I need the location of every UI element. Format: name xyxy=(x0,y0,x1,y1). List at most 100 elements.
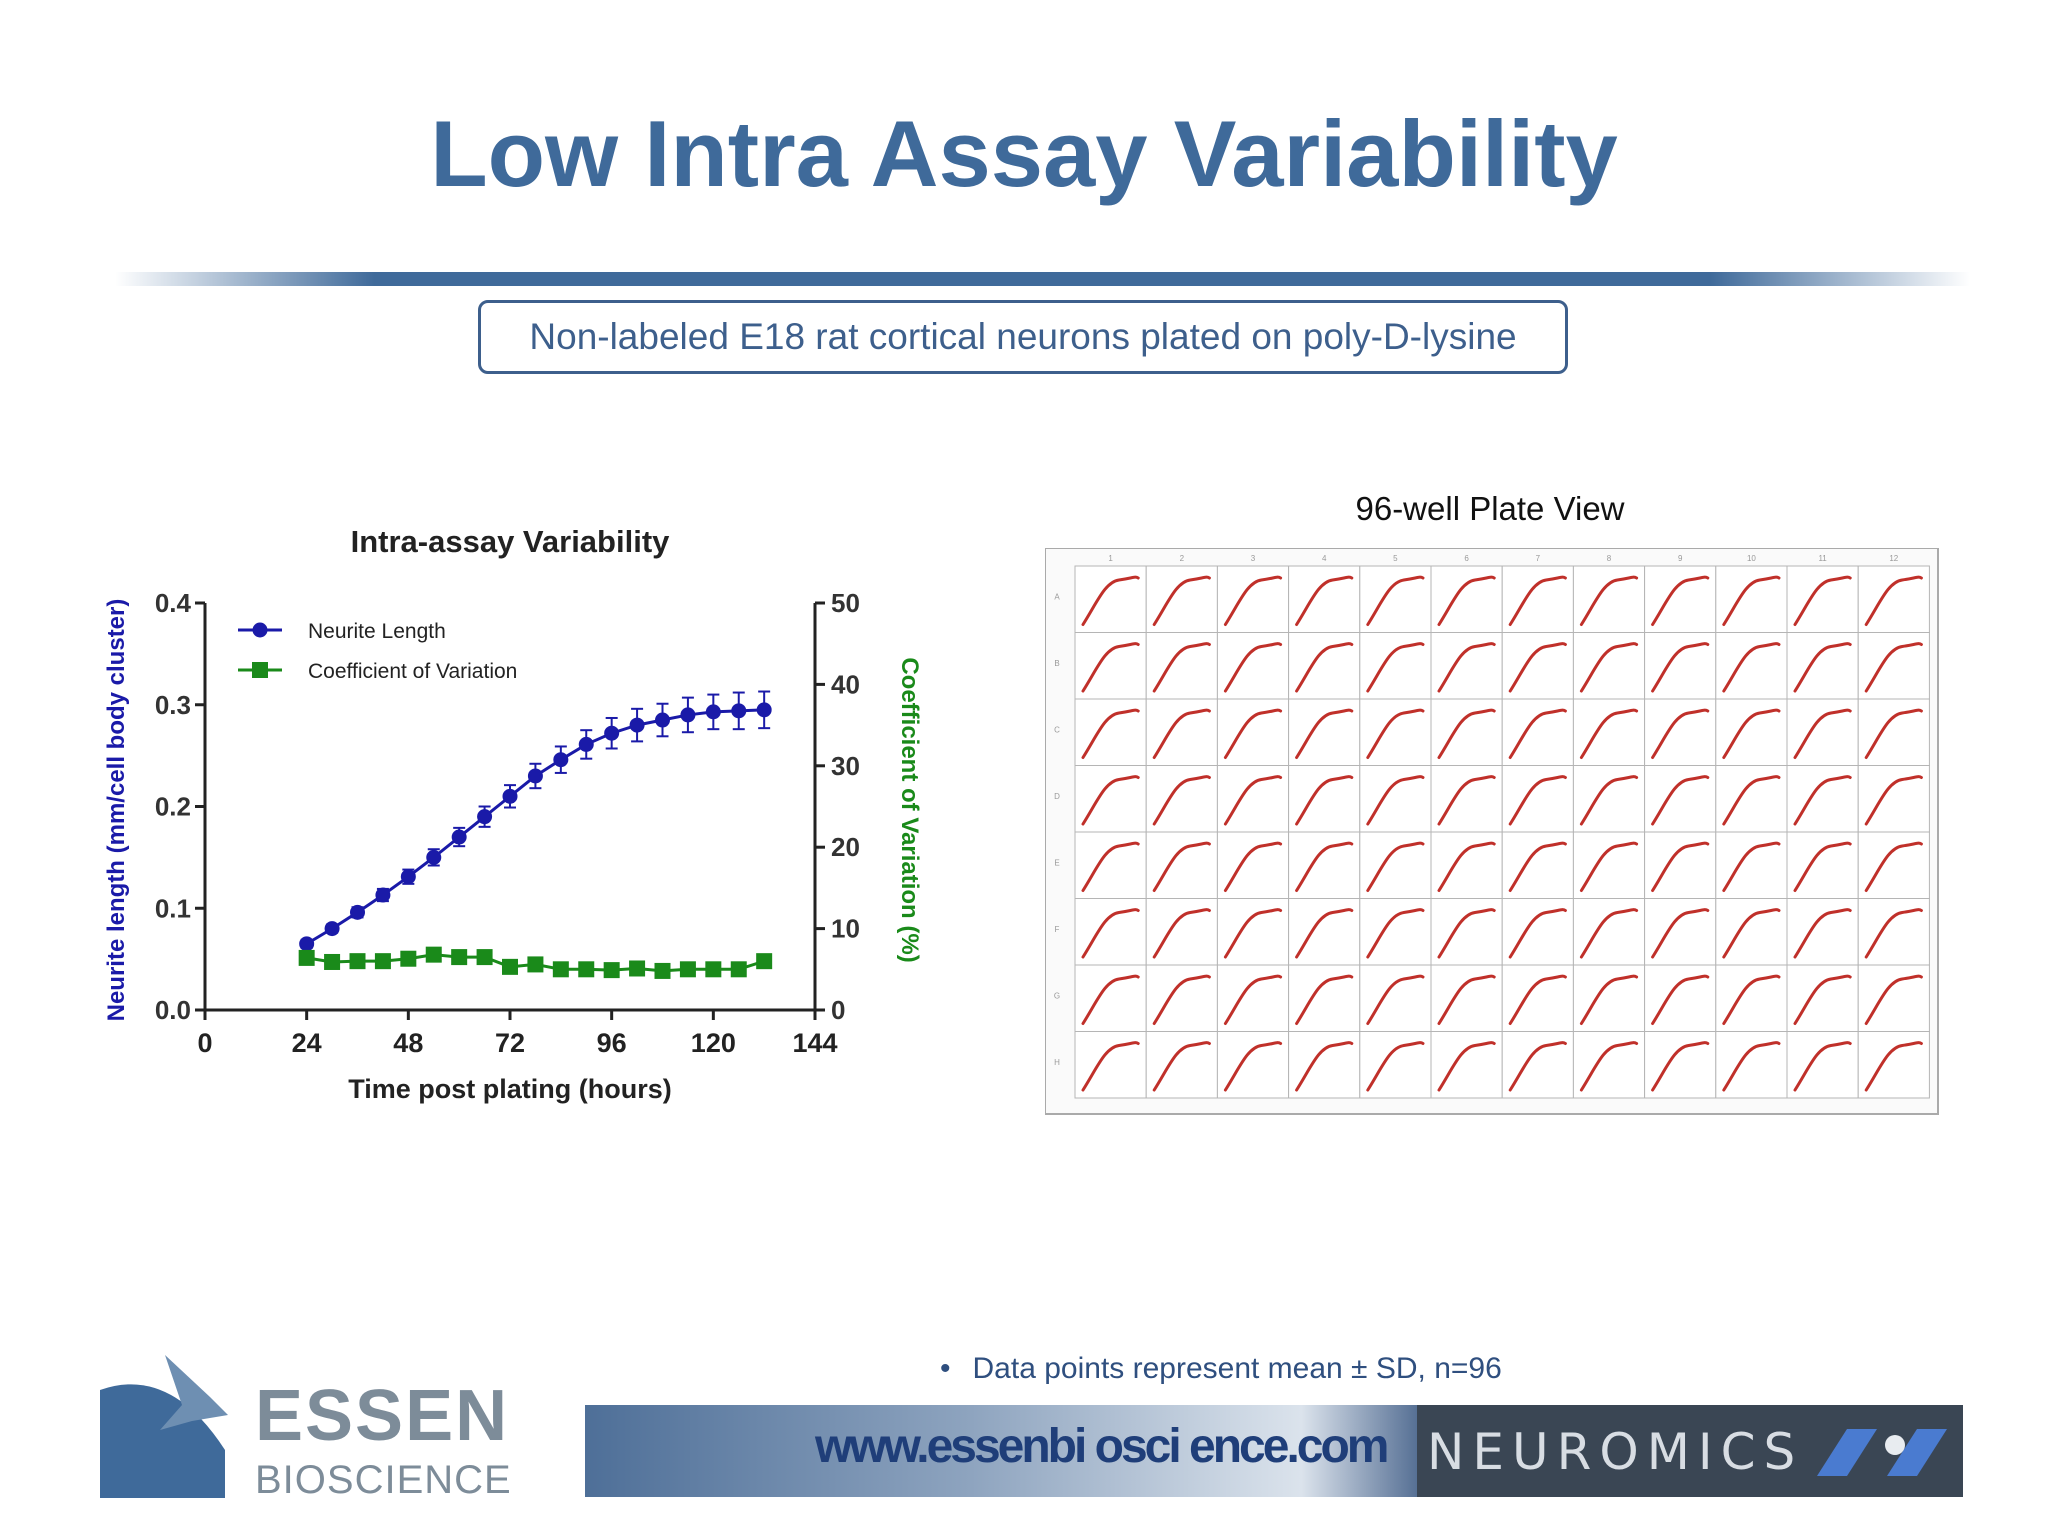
data-point xyxy=(324,921,340,937)
well-growth-curve xyxy=(1295,908,1354,959)
well-growth-curve xyxy=(1722,1041,1781,1092)
well-growth-curve xyxy=(1223,974,1283,1025)
plate-well-E11 xyxy=(1786,831,1859,899)
well-growth-curve xyxy=(1508,974,1567,1025)
y2-tick-label: 40 xyxy=(831,669,860,699)
x-tick-label: 48 xyxy=(393,1028,423,1058)
data-point xyxy=(527,956,544,973)
plate-column-label: 10 xyxy=(1747,554,1756,563)
plate-well-A12 xyxy=(1857,565,1930,633)
data-point xyxy=(425,946,442,963)
plate-well-G11 xyxy=(1786,964,1859,1032)
plate-column-label: 3 xyxy=(1251,554,1256,563)
plate-well-B4 xyxy=(1288,632,1361,700)
well-growth-curve xyxy=(1793,1041,1852,1092)
plate-well-H6 xyxy=(1430,1031,1503,1099)
plate-well-D10 xyxy=(1715,765,1788,833)
data-point xyxy=(298,949,315,966)
well-growth-curve xyxy=(1579,575,1639,626)
well-growth-curve xyxy=(1508,908,1567,959)
plate-row-label: E xyxy=(1054,858,1059,867)
plate-column-label: 9 xyxy=(1678,554,1683,563)
logo-essen-text: ESSEN xyxy=(255,1376,509,1456)
plate-well-E5 xyxy=(1359,831,1432,899)
well-growth-curve xyxy=(1366,575,1425,626)
plate-well-H7 xyxy=(1501,1031,1574,1099)
plate-column-label: 8 xyxy=(1607,554,1612,563)
plate-column-label: 12 xyxy=(1889,554,1898,563)
well-growth-curve xyxy=(1366,642,1425,693)
plate-well-B10 xyxy=(1715,632,1788,700)
well-growth-curve xyxy=(1722,974,1781,1025)
well-growth-curve xyxy=(1793,775,1852,826)
well-growth-curve xyxy=(1437,1041,1496,1092)
well-growth-curve xyxy=(1295,1041,1354,1092)
plate-well-C7 xyxy=(1501,698,1574,766)
plate-well-F2 xyxy=(1145,898,1218,966)
well-growth-curve xyxy=(1081,642,1140,693)
plate-well-A5 xyxy=(1359,565,1432,633)
plate-well-H3 xyxy=(1216,1031,1290,1099)
y-axis-label: Neurite length (mm/cell body cluster) xyxy=(103,599,130,1022)
well-growth-curve xyxy=(1366,841,1425,892)
neuromics-emblem-icon xyxy=(1817,1429,1947,1476)
plate-well-H12 xyxy=(1857,1031,1930,1099)
well-growth-curve xyxy=(1437,575,1496,626)
website-link[interactable]: www.essenbi osci ence.com xyxy=(815,1420,1389,1473)
data-point xyxy=(349,953,366,970)
plate-well-A10 xyxy=(1715,565,1788,633)
plate-row-label: F xyxy=(1055,925,1060,934)
well-growth-curve xyxy=(1864,642,1923,693)
footnote: • Data points represent mean ± SD, n=96 xyxy=(940,1352,1502,1386)
y2-tick-label: 0 xyxy=(831,995,845,1025)
well-growth-curve xyxy=(1437,841,1496,892)
plate-row-label: H xyxy=(1054,1058,1060,1067)
data-point xyxy=(705,704,721,720)
plate-well-F1 xyxy=(1074,898,1147,966)
data-point xyxy=(552,961,569,978)
plate-well-B5 xyxy=(1359,632,1432,700)
legend-marker xyxy=(252,622,268,638)
plate-well-D4 xyxy=(1288,765,1361,833)
well-growth-curve xyxy=(1366,1041,1425,1092)
x-axis-label: Time post plating (hours) xyxy=(348,1074,672,1104)
essen-bioscience-logo: ESSEN BIOSCIENCE xyxy=(100,1355,511,1502)
plate-well-E7 xyxy=(1501,831,1574,899)
plate-column-label: 4 xyxy=(1322,554,1327,563)
plate-well-G4 xyxy=(1288,964,1361,1032)
chart-series xyxy=(298,690,773,979)
data-point xyxy=(578,961,595,978)
plate-well-G9 xyxy=(1644,964,1717,1032)
well-growth-curve xyxy=(1722,642,1781,693)
plate-well-C12 xyxy=(1857,698,1930,766)
plate-well-E12 xyxy=(1857,831,1930,899)
plate-well-H4 xyxy=(1288,1031,1361,1099)
data-point xyxy=(451,949,468,966)
plate-well-B2 xyxy=(1145,632,1218,700)
plate-well-F11 xyxy=(1786,898,1859,966)
well-growth-curve xyxy=(1437,775,1496,826)
data-point xyxy=(400,950,417,967)
well-growth-curve xyxy=(1081,908,1140,959)
neuromics-text: NEUROMICS xyxy=(1427,1423,1804,1481)
well-growth-curve xyxy=(1295,974,1354,1025)
plate-row-label: D xyxy=(1054,792,1060,801)
plate-well-B3 xyxy=(1216,632,1290,700)
plate-well-F5 xyxy=(1359,898,1432,966)
plate-well-C6 xyxy=(1430,698,1503,766)
plate-well-G5 xyxy=(1359,964,1432,1032)
well-cell xyxy=(1501,1031,1574,1099)
well-growth-curve xyxy=(1793,908,1852,959)
well-growth-curve xyxy=(1223,642,1283,693)
well-growth-curve xyxy=(1223,1041,1283,1092)
plate-well-E3 xyxy=(1216,831,1290,899)
well-growth-curve xyxy=(1223,775,1283,826)
well-growth-curve xyxy=(1081,708,1140,759)
data-point xyxy=(400,869,416,885)
plate-well-E10 xyxy=(1715,831,1788,899)
well-growth-curve xyxy=(1864,708,1923,759)
data-point xyxy=(705,961,722,978)
well-growth-curve xyxy=(1081,575,1140,626)
plate-well-H11 xyxy=(1786,1031,1859,1099)
plate-well-E6 xyxy=(1430,831,1503,899)
